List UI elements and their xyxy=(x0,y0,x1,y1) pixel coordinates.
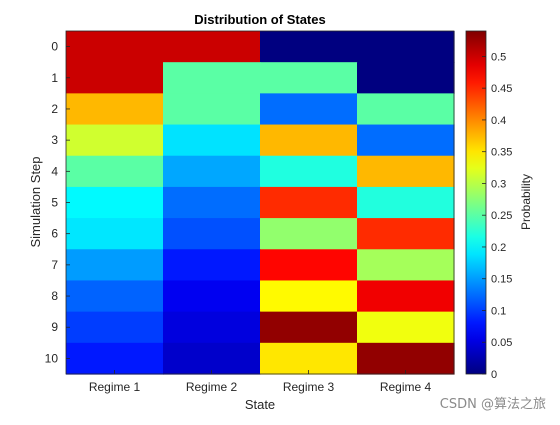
heatmap-cell xyxy=(163,62,261,94)
heatmap-cell xyxy=(260,93,358,126)
heatmap-cell xyxy=(66,31,164,63)
y-tick-label: 4 xyxy=(51,164,58,178)
heatmap-cell xyxy=(163,31,261,63)
heatmap-cell xyxy=(163,311,261,344)
heatmap-cell xyxy=(260,218,358,250)
heatmap-cell xyxy=(163,186,261,219)
heatmap-cell xyxy=(66,62,164,94)
heatmap-cell xyxy=(66,124,164,157)
colorbar-tick-label: 0.15 xyxy=(491,274,512,286)
colorbar-tick-label: 0.1 xyxy=(491,305,506,317)
heatmap-cells xyxy=(66,31,455,375)
y-axis-ticks: 0 1 2 3 4 5 6 7 8 9 10 xyxy=(45,40,70,365)
heatmap-cell xyxy=(357,93,455,126)
x-axis-ticks: Regime 1 Regime 2 Regime 3 Regime 4 xyxy=(89,370,432,394)
colorbar-tick-label: 0.4 xyxy=(491,115,506,127)
y-tick-label: 3 xyxy=(51,133,58,147)
colorbar-tick-label: 0.5 xyxy=(491,51,506,63)
colorbar: 0 0.05 0.1 0.15 0.2 0.25 0.3 0.35 0.4 0.45 0.5 xyxy=(465,30,512,381)
x-tick-label: Regime 2 xyxy=(186,380,238,394)
heatmap-cell xyxy=(66,342,164,375)
heatmap-cell xyxy=(260,311,358,344)
colorbar-tick-label: 0.2 xyxy=(491,242,506,254)
heatmap-cell xyxy=(66,93,164,126)
heatmap-cell xyxy=(357,218,455,250)
heatmap-cell xyxy=(163,218,261,250)
heatmap-cell xyxy=(357,249,455,282)
heatmap-cell xyxy=(357,124,455,157)
y-tick-label: 6 xyxy=(51,227,58,241)
y-tick-label: 9 xyxy=(51,320,58,334)
y-axis-label: Simulation Step xyxy=(28,156,43,247)
colorbar-gradient xyxy=(465,30,487,375)
heatmap-cell xyxy=(357,280,455,313)
colorbar-tick-label: 0.05 xyxy=(491,337,512,349)
colorbar-tick-label: 0 xyxy=(491,369,497,381)
heatmap-cell xyxy=(260,186,358,219)
heatmap-cell xyxy=(357,62,455,94)
heatmap-cell xyxy=(260,280,358,313)
y-tick-label: 8 xyxy=(51,289,58,303)
heatmap-cell xyxy=(66,311,164,344)
heatmap-cell xyxy=(357,186,455,219)
y-tick-label: 2 xyxy=(51,102,58,116)
heatmap-cell xyxy=(66,280,164,313)
heatmap-cell xyxy=(260,155,358,188)
colorbar-label: Probability xyxy=(519,174,533,230)
heatmap-cell xyxy=(260,342,358,375)
heatmap-cell xyxy=(260,62,358,94)
heatmap-cell xyxy=(66,186,164,219)
x-tick-label: Regime 4 xyxy=(380,380,432,394)
colorbar-tick-label: 0.25 xyxy=(491,210,512,222)
watermark: CSDN @算法之旅 xyxy=(439,397,546,412)
colorbar-tick-label: 0.45 xyxy=(491,83,512,95)
heatmap-cell xyxy=(163,124,261,157)
heatmap-cell xyxy=(163,280,261,313)
chart-title: Distribution of States xyxy=(194,12,325,27)
heatmap-cell xyxy=(163,93,261,126)
y-tick-label: 7 xyxy=(51,258,58,272)
x-axis-label: State xyxy=(245,397,275,412)
colorbar-tick-label: 0.35 xyxy=(491,147,512,159)
heatmap-cell xyxy=(357,311,455,344)
y-tick-label: 1 xyxy=(51,71,58,85)
heatmap-cell xyxy=(357,342,455,375)
x-tick-label: Regime 3 xyxy=(283,380,335,394)
y-tick-label: 0 xyxy=(51,40,58,54)
y-tick-label: 5 xyxy=(51,196,58,210)
heatmap-cell xyxy=(163,155,261,188)
heatmap-cell xyxy=(357,31,455,63)
heatmap-cell xyxy=(66,249,164,282)
heatmap-cell xyxy=(260,31,358,63)
heatmap-cell xyxy=(163,342,261,375)
heatmap-cell xyxy=(357,155,455,188)
heatmap-cell xyxy=(260,249,358,282)
heatmap-cell xyxy=(66,155,164,188)
heatmap-cell xyxy=(260,124,358,157)
colorbar-tick-label: 0.3 xyxy=(491,178,506,190)
y-tick-label: 10 xyxy=(45,351,59,365)
x-tick-label: Regime 1 xyxy=(89,380,141,394)
heatmap-cell xyxy=(66,218,164,250)
heatmap-cell xyxy=(163,249,261,282)
